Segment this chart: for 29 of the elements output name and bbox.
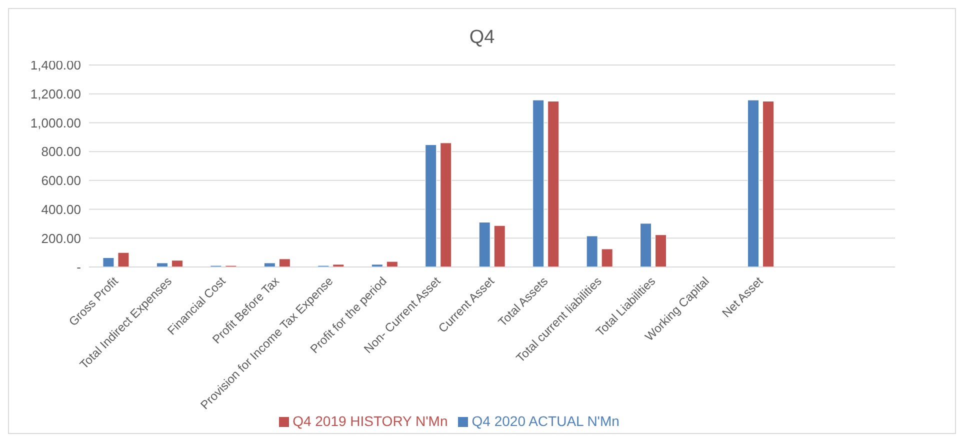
legend-label: Q4 2020 ACTUAL N'Mn (472, 413, 620, 429)
bar (171, 260, 183, 267)
y-tick-label: 1,200.00 (30, 86, 81, 102)
y-tick-label: 600.00 (41, 173, 81, 188)
bar (102, 258, 114, 267)
bar (478, 222, 490, 267)
bar (118, 252, 130, 267)
bar (586, 236, 598, 267)
y-tick-label: 1,000.00 (30, 115, 81, 130)
y-tick-label: 800.00 (41, 144, 81, 160)
bar (640, 223, 652, 267)
legend-label: Q4 2019 HISTORY N'Mn (292, 413, 448, 429)
chart-title: Q4 (469, 27, 495, 48)
bar (548, 100, 560, 267)
bar (440, 142, 452, 267)
bar (386, 261, 398, 267)
bar (264, 262, 276, 267)
bar (494, 225, 506, 267)
bar (601, 248, 613, 267)
bar (278, 258, 290, 267)
y-tick-label: - (76, 260, 81, 275)
bar (762, 100, 774, 267)
bar (748, 100, 760, 267)
bar (532, 100, 544, 267)
bar (655, 234, 667, 267)
bar (425, 144, 437, 267)
y-tick-label: 400.00 (41, 202, 81, 217)
bar (156, 262, 168, 267)
y-tick-label: 200.00 (41, 230, 81, 246)
